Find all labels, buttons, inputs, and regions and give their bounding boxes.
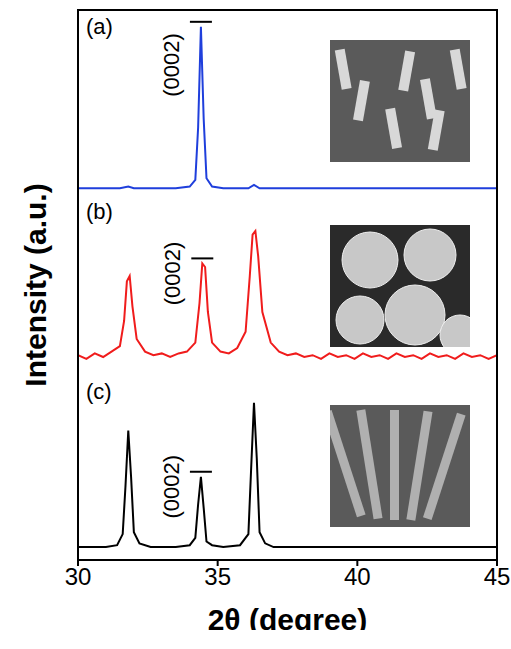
svg-text:30: 30: [65, 563, 92, 590]
html-text:(a): (a): [86, 14, 113, 39]
svg-text:45: 45: [484, 563, 511, 590]
html-text:Intensity (a.u.): Intensity (a.u.): [19, 183, 52, 387]
svg-text:(0002): (0002): [160, 242, 185, 306]
svg-text:(0002): (0002): [159, 33, 184, 97]
html-text:(c): (c): [86, 379, 112, 404]
svg-text:(0002): (0002): [159, 455, 184, 519]
svg-text:35: 35: [204, 563, 231, 590]
html-text:(b): (b): [86, 199, 113, 224]
svg-text:40: 40: [344, 563, 371, 590]
svg-text:2θ (degree): 2θ (degree): [208, 603, 368, 630]
